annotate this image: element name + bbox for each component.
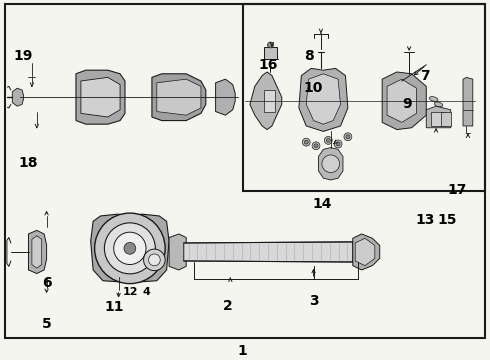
Text: 7: 7 xyxy=(420,69,430,82)
Circle shape xyxy=(148,254,160,266)
Circle shape xyxy=(124,243,136,254)
Polygon shape xyxy=(91,214,169,283)
Polygon shape xyxy=(250,72,282,130)
Circle shape xyxy=(114,232,146,265)
Text: 13: 13 xyxy=(416,213,435,227)
Polygon shape xyxy=(28,230,47,274)
Polygon shape xyxy=(306,74,341,124)
Text: 11: 11 xyxy=(104,300,124,314)
Circle shape xyxy=(334,140,342,148)
Polygon shape xyxy=(426,106,451,128)
Polygon shape xyxy=(32,236,42,268)
Bar xyxy=(264,90,275,112)
Text: 3: 3 xyxy=(309,293,318,307)
Bar xyxy=(264,47,277,59)
Text: 17: 17 xyxy=(447,183,466,197)
Polygon shape xyxy=(318,148,343,180)
Ellipse shape xyxy=(429,96,438,102)
Circle shape xyxy=(302,138,310,146)
Circle shape xyxy=(268,42,273,48)
Circle shape xyxy=(144,249,165,271)
Bar xyxy=(441,112,451,126)
Text: 2: 2 xyxy=(223,299,233,313)
Circle shape xyxy=(304,140,308,144)
Text: 5: 5 xyxy=(42,317,51,331)
Text: 10: 10 xyxy=(304,81,323,95)
Circle shape xyxy=(314,144,318,148)
Text: 15: 15 xyxy=(437,213,457,227)
Circle shape xyxy=(312,142,320,150)
Polygon shape xyxy=(355,238,375,266)
Text: 19: 19 xyxy=(14,49,33,63)
Text: 12: 12 xyxy=(122,287,138,297)
Polygon shape xyxy=(387,79,416,122)
Text: 4: 4 xyxy=(142,287,150,297)
Circle shape xyxy=(95,213,165,284)
Polygon shape xyxy=(216,79,235,115)
Circle shape xyxy=(324,136,332,144)
Polygon shape xyxy=(81,77,120,117)
Circle shape xyxy=(344,133,352,141)
Bar xyxy=(243,4,485,191)
Circle shape xyxy=(322,155,340,172)
Text: 14: 14 xyxy=(313,197,332,211)
Bar xyxy=(431,112,446,126)
Polygon shape xyxy=(157,79,201,115)
Circle shape xyxy=(336,142,340,146)
Polygon shape xyxy=(184,242,353,262)
Polygon shape xyxy=(299,68,348,131)
Polygon shape xyxy=(76,70,125,124)
Ellipse shape xyxy=(434,102,443,107)
Polygon shape xyxy=(382,72,426,130)
Polygon shape xyxy=(463,77,473,126)
Text: 8: 8 xyxy=(304,49,314,63)
Polygon shape xyxy=(169,234,186,270)
Polygon shape xyxy=(152,74,206,121)
Polygon shape xyxy=(353,234,380,270)
Polygon shape xyxy=(12,88,24,106)
Circle shape xyxy=(326,138,330,142)
Text: 16: 16 xyxy=(259,58,278,72)
Circle shape xyxy=(104,223,155,274)
Text: 9: 9 xyxy=(402,97,412,111)
Text: 1: 1 xyxy=(238,344,247,358)
Text: 6: 6 xyxy=(42,275,51,289)
Text: 18: 18 xyxy=(19,156,38,170)
Circle shape xyxy=(346,135,350,139)
